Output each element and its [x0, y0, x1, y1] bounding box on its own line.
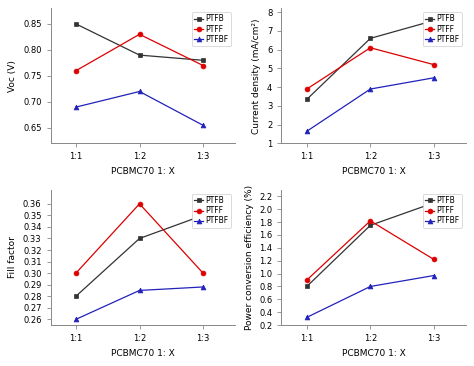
Y-axis label: Fill factor: Fill factor: [9, 236, 18, 279]
Line: PTFB: PTFB: [304, 200, 437, 289]
Line: PTFF: PTFF: [304, 45, 437, 92]
PTFF: [367, 219, 373, 223]
PTFF: [431, 63, 437, 67]
PTFBF: [431, 273, 437, 278]
PTFB: [304, 97, 310, 101]
PTFBF: [304, 129, 310, 134]
X-axis label: PCBMC70 1: X: PCBMC70 1: X: [342, 167, 405, 176]
Line: PTFB: PTFB: [73, 213, 206, 299]
PTFBF: [304, 315, 310, 320]
PTFF: [367, 45, 373, 50]
PTFBF: [200, 123, 206, 127]
PTFBF: [200, 285, 206, 289]
Line: PTFBF: PTFBF: [304, 273, 437, 320]
PTFB: [73, 22, 79, 26]
PTFF: [304, 87, 310, 91]
Legend: PTFB, PTFF, PTFBF: PTFB, PTFF, PTFBF: [423, 12, 462, 46]
Legend: PTFB, PTFF, PTFBF: PTFB, PTFF, PTFBF: [192, 194, 231, 228]
Line: PTFF: PTFF: [73, 32, 206, 73]
PTFBF: [137, 89, 142, 94]
PTFF: [73, 68, 79, 73]
PTFB: [73, 294, 79, 298]
PTFB: [137, 236, 142, 241]
Legend: PTFB, PTFF, PTFBF: PTFB, PTFF, PTFBF: [423, 194, 462, 228]
PTFBF: [137, 288, 142, 293]
X-axis label: PCBMC70 1: X: PCBMC70 1: X: [111, 349, 174, 358]
PTFB: [367, 223, 373, 228]
PTFBF: [431, 76, 437, 80]
PTFB: [431, 18, 437, 23]
Y-axis label: Voc (V): Voc (V): [9, 60, 18, 92]
X-axis label: PCBMC70 1: X: PCBMC70 1: X: [342, 349, 405, 358]
PTFF: [431, 257, 437, 262]
PTFF: [200, 63, 206, 68]
PTFBF: [73, 105, 79, 109]
PTFB: [367, 36, 373, 41]
PTFBF: [367, 87, 373, 91]
PTFBF: [73, 317, 79, 321]
Line: PTFBF: PTFBF: [73, 284, 206, 322]
PTFF: [137, 32, 142, 37]
Y-axis label: Power conversion efficiency (%): Power conversion efficiency (%): [245, 185, 254, 330]
X-axis label: PCBMC70 1: X: PCBMC70 1: X: [111, 167, 174, 176]
Line: PTFF: PTFF: [304, 219, 437, 283]
PTFF: [73, 271, 79, 275]
PTFB: [304, 284, 310, 289]
Line: PTFBF: PTFBF: [304, 75, 437, 134]
PTFB: [200, 213, 206, 217]
PTFF: [304, 278, 310, 282]
PTFB: [431, 201, 437, 205]
Line: PTFBF: PTFBF: [73, 89, 206, 128]
Line: PTFB: PTFB: [304, 18, 437, 102]
PTFF: [200, 271, 206, 275]
Legend: PTFB, PTFF, PTFBF: PTFB, PTFF, PTFBF: [192, 12, 231, 46]
PTFB: [137, 53, 142, 57]
PTFB: [200, 58, 206, 63]
PTFF: [137, 202, 142, 206]
PTFBF: [367, 284, 373, 289]
Line: PTFF: PTFF: [73, 201, 206, 276]
Line: PTFB: PTFB: [73, 22, 206, 63]
Y-axis label: Current density (mA/cm²): Current density (mA/cm²): [253, 18, 262, 134]
